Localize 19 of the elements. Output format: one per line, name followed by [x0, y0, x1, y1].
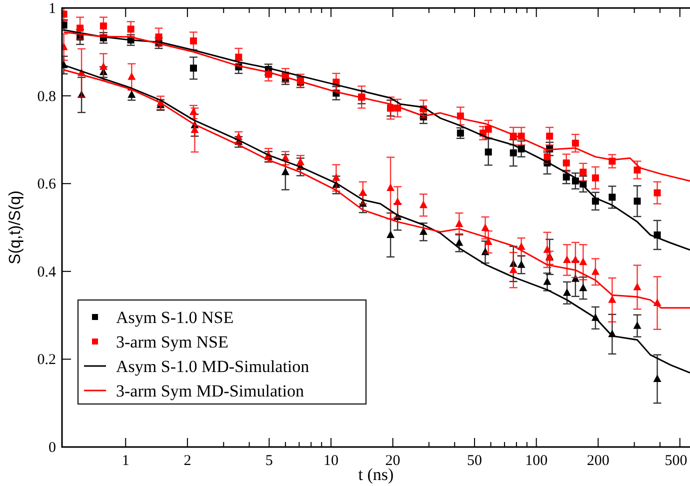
y-tick-label: 0.4 — [37, 264, 56, 280]
x-tick-label: 100 — [525, 453, 548, 469]
legend-label: Asym S-1.0 NSE — [116, 308, 234, 327]
y-tick-label: 0.6 — [37, 176, 56, 193]
y-tick-label: 0.2 — [37, 352, 56, 368]
x-tick-label: 2 — [184, 453, 192, 469]
y-axis-title: S(q,t)/S(q) — [7, 190, 24, 264]
legend-label: 3-arm Sym NSE — [116, 332, 228, 352]
y-tick-label: 0 — [48, 440, 56, 456]
y-tick-label: 1 — [48, 1, 56, 17]
x-tick-label: 500 — [664, 453, 688, 469]
x-tick-label: 5 — [265, 453, 273, 469]
legend-label: 3-arm Sym MD-Simulation — [116, 382, 304, 400]
legend-label: Asym S-1.0 MD-Simulation — [116, 357, 310, 376]
x-tick-label: 50 — [467, 453, 482, 469]
y-tick-label: 0.8 — [37, 88, 56, 105]
x-tick-label: 200 — [586, 453, 610, 469]
x-tick-label: 10 — [323, 453, 338, 469]
x-tick-label: 1 — [122, 453, 130, 469]
